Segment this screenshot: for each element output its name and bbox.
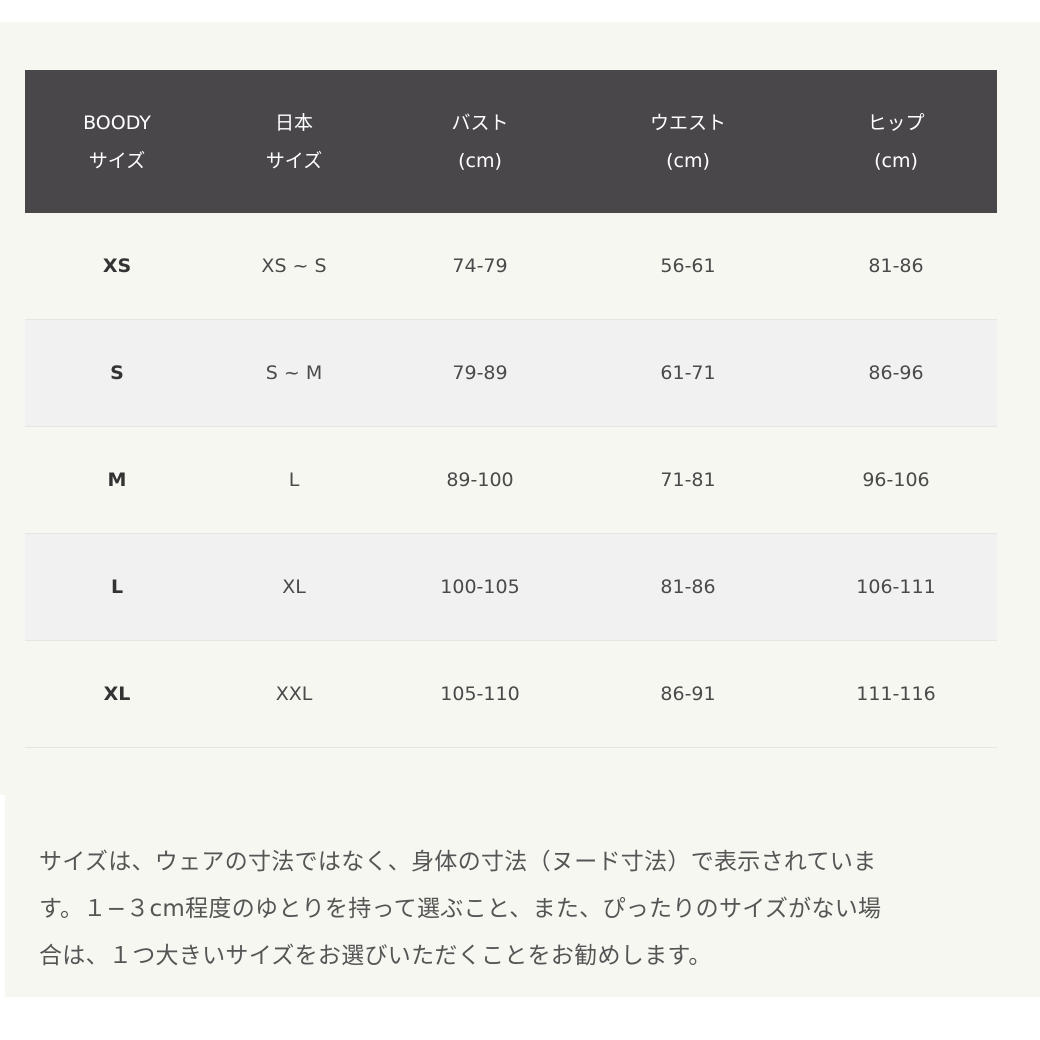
cell-boody-size: L — [110, 576, 124, 598]
header-label: サイズ — [88, 149, 146, 172]
table-row: S S ~ M 79-89 61-71 86-96 — [25, 320, 997, 427]
cell-bust: 74-79 — [452, 255, 508, 277]
size-chart-table: BOODY サイズ 日本 サイズ バスト (cm) ウエスト (cm) ヒップ (cm) XS XS… — [25, 70, 997, 748]
header-bust: バスト (cm) — [379, 70, 581, 213]
header-japan-size: 日本 サイズ — [209, 70, 379, 213]
header-label: バスト — [451, 111, 509, 134]
note-line: サイズは、ウェアの寸法ではなく、身体の寸法（ヌード寸法）で表示されていま — [39, 849, 877, 875]
cell-waist: 61-71 — [660, 362, 716, 384]
header-label: (cm) — [874, 149, 918, 172]
cell-japan-size: XS ~ S — [261, 255, 327, 277]
cell-hip: 81-86 — [868, 255, 924, 277]
cell-japan-size: XL — [282, 576, 306, 598]
table-row: L XL 100-105 81-86 106-111 — [25, 534, 997, 641]
size-note: サイズは、ウェアの寸法ではなく、身体の寸法（ヌード寸法）で表示されていま す。１−… — [5, 795, 1040, 997]
cell-boody-size: M — [107, 469, 127, 491]
header-label: BOODY — [83, 111, 151, 134]
header-hip: ヒップ (cm) — [795, 70, 997, 213]
header-label: (cm) — [458, 149, 502, 172]
table-row: XL XXL 105-110 86-91 111-116 — [25, 641, 997, 748]
cell-waist: 86-91 — [660, 683, 716, 705]
cell-bust: 105-110 — [440, 683, 520, 705]
cell-hip: 86-96 — [868, 362, 924, 384]
table-header: BOODY サイズ 日本 サイズ バスト (cm) ウエスト (cm) ヒップ (cm) — [25, 70, 997, 213]
cell-hip: 106-111 — [856, 576, 936, 598]
cell-boody-size: XS — [102, 255, 132, 277]
header-waist: ウエスト (cm) — [581, 70, 795, 213]
note-line: 合は、１つ大きいサイズをお選びいただくことをお勧めします。 — [39, 943, 712, 969]
cell-bust: 100-105 — [440, 576, 520, 598]
header-label: サイズ — [265, 149, 323, 172]
header-label: ウエスト — [649, 111, 726, 134]
table-row: XS XS ~ S 74-79 56-61 81-86 — [25, 213, 997, 320]
cell-hip: 111-116 — [856, 683, 936, 705]
cell-waist: 81-86 — [660, 576, 716, 598]
cell-japan-size: S ~ M — [265, 362, 323, 384]
cell-boody-size: XL — [103, 683, 131, 705]
header-label: (cm) — [666, 149, 710, 172]
cell-bust: 89-100 — [446, 469, 514, 491]
header-label: ヒップ — [867, 111, 925, 134]
header-label: 日本 — [274, 111, 313, 134]
cell-waist: 56-61 — [660, 255, 716, 277]
header-boody-size: BOODY サイズ — [25, 70, 209, 213]
cell-waist: 71-81 — [660, 469, 716, 491]
note-line: す。１−３cm程度のゆとりを持って選ぶこと、また、ぴったりのサイズがない場 — [39, 896, 882, 922]
cell-japan-size: XXL — [275, 683, 313, 705]
cell-boody-size: S — [110, 362, 124, 384]
cell-hip: 96-106 — [862, 469, 930, 491]
table-row: M L 89-100 71-81 96-106 — [25, 427, 997, 534]
cell-bust: 79-89 — [452, 362, 508, 384]
cell-japan-size: L — [288, 469, 300, 491]
